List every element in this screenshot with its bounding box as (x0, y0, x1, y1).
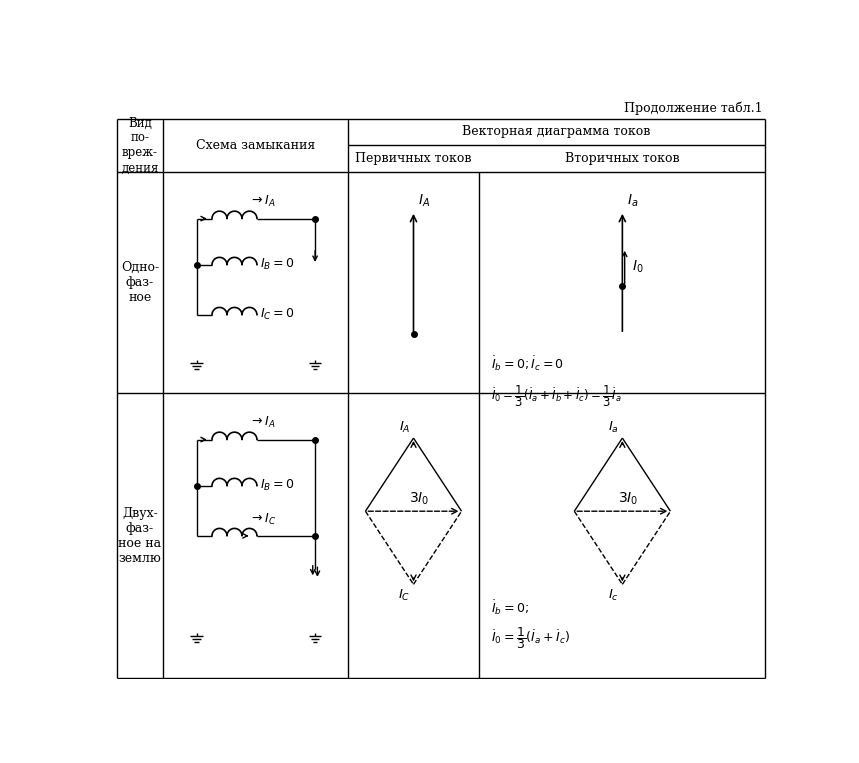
Text: $I_C=0$: $I_C=0$ (260, 307, 295, 323)
Text: Первичных токов: Первичных токов (356, 153, 472, 166)
Text: Векторная диаграмма токов: Векторная диаграмма токов (462, 125, 650, 139)
Text: Двух-
фаз-
ное на
землю: Двух- фаз- ное на землю (119, 507, 161, 565)
Text: $I_B=0$: $I_B=0$ (260, 478, 295, 494)
Text: $\mathit{3I_0}$: $\mathit{3I_0}$ (618, 490, 639, 507)
Text: $I_a$: $I_a$ (608, 420, 619, 435)
Text: $\mathit{3I_0}$: $\mathit{3I_0}$ (410, 490, 430, 507)
Text: $I_A$: $I_A$ (399, 420, 411, 435)
Text: $\dot{I}_0 = \dfrac{1}{3}(\dot{I}_a + \dot{I}_c)$: $\dot{I}_0 = \dfrac{1}{3}(\dot{I}_a + \d… (491, 626, 570, 651)
Text: Одно-
фаз-
ное: Одно- фаз- ное (121, 262, 159, 304)
Text: Схема замыкания: Схема замыкания (196, 139, 315, 152)
Text: $\dot{I}_0 = \dfrac{1}{3}(\dot{I}_a + \dot{I}_b + \dot{I}_c) = \dfrac{1}{3}\dot{: $\dot{I}_0 = \dfrac{1}{3}(\dot{I}_a + \d… (491, 383, 622, 408)
Text: $\rightarrow I_A$: $\rightarrow I_A$ (249, 415, 276, 430)
Text: $I_A$: $I_A$ (418, 192, 430, 208)
Text: $I_c$: $I_c$ (608, 588, 619, 603)
Text: $I_0$: $I_0$ (631, 259, 643, 275)
Text: $I_C$: $I_C$ (398, 588, 411, 603)
Text: Продолжение табл.1: Продолжение табл.1 (624, 101, 762, 115)
Text: $\dot{I}_b = 0;$: $\dot{I}_b = 0;$ (491, 598, 529, 617)
Text: Вторичных токов: Вторичных токов (565, 153, 679, 166)
Text: $\rightarrow I_C$: $\rightarrow I_C$ (249, 511, 277, 526)
Text: $I_B=0$: $I_B=0$ (260, 257, 295, 272)
Text: Вид
по-
вреж-
дения: Вид по- вреж- дения (121, 117, 159, 175)
Text: $I_a$: $I_a$ (627, 192, 638, 208)
Text: $\rightarrow I_A$: $\rightarrow I_A$ (249, 195, 276, 209)
Text: $\dot{I}_b = 0;\dot{I}_c = 0$: $\dot{I}_b = 0;\dot{I}_c = 0$ (491, 354, 564, 372)
